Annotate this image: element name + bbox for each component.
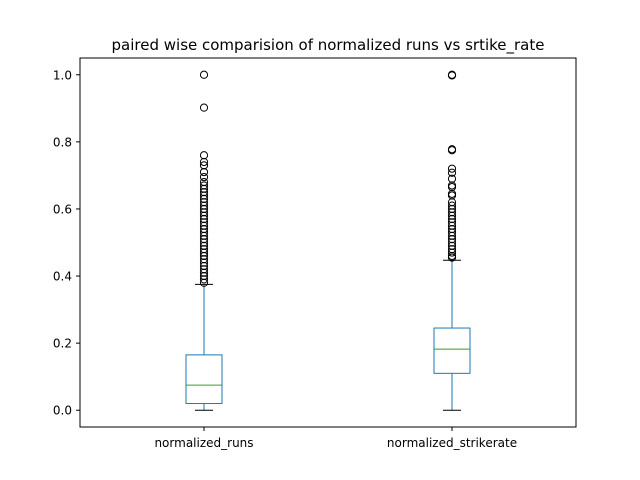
chart-title: paired wise comparision of normalized ru… (112, 36, 545, 55)
outlier-point (447, 189, 457, 198)
outlier-point (199, 157, 209, 167)
y-tick-label: 0.0 (53, 404, 72, 418)
y-tick-label: 1.0 (53, 68, 72, 82)
outlier-point (199, 151, 209, 160)
box-iqr (185, 354, 223, 405)
x-tick-label: normalized_strikerate (387, 436, 517, 450)
outlier-point (447, 183, 457, 192)
outlier-point (199, 275, 209, 284)
outlier-point (199, 278, 209, 287)
outlier-point (447, 164, 457, 173)
y-tick-label: 0.8 (53, 135, 72, 149)
outlier-point (199, 103, 209, 112)
y-tick-label: 0.4 (53, 270, 72, 284)
outlier-point (199, 167, 209, 177)
box-iqr (433, 327, 471, 374)
outlier-point (447, 181, 457, 190)
outlier-point (447, 253, 457, 262)
outlier-point (199, 172, 209, 182)
plot-frame (79, 57, 577, 428)
x-tick-label: normalized_runs (154, 436, 253, 450)
outlier-point (447, 248, 457, 257)
y-tick-label: 0.2 (53, 337, 72, 351)
outlier-point (447, 168, 457, 177)
y-tick-label: 0.6 (53, 202, 72, 216)
outlier-point (447, 71, 457, 80)
plot-area: 0.0 0.2 0.4 0.6 0.8 1.0 normalized_runs normali… (53, 57, 577, 450)
outlier-point (447, 191, 457, 200)
outlier-point (199, 70, 209, 79)
outlier-point (447, 146, 457, 155)
